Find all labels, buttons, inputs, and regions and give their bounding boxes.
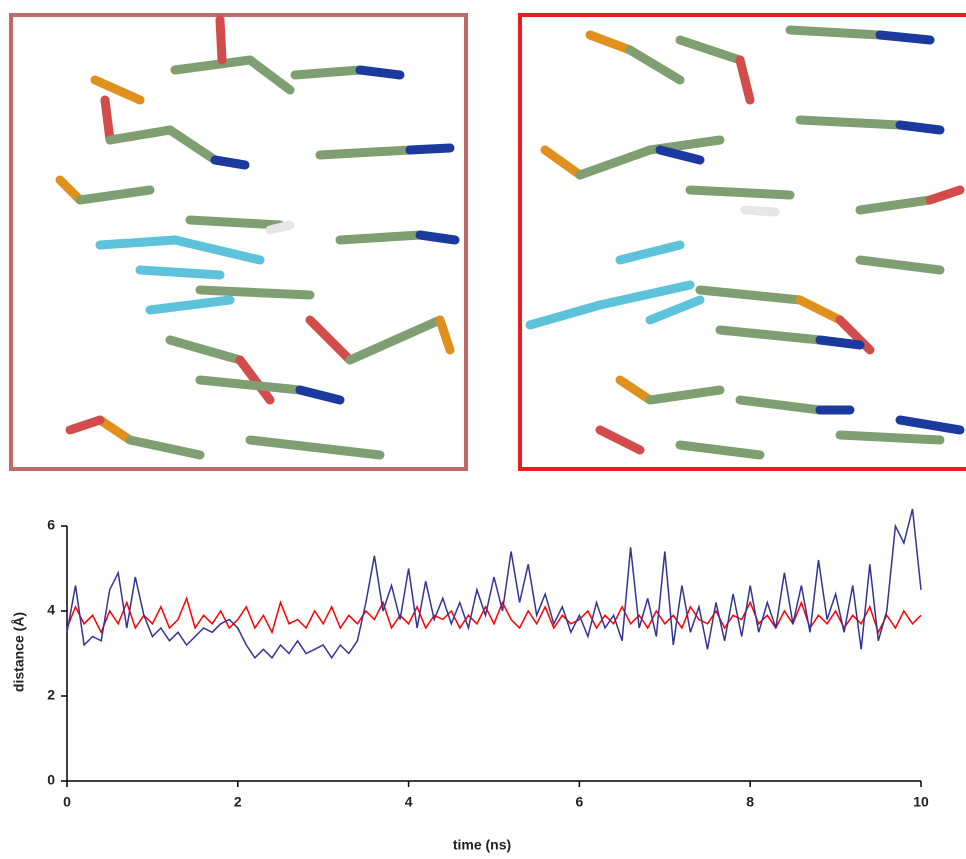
x-axis-title: time (ns) [453, 837, 511, 853]
x-tick-label: 4 [405, 794, 413, 810]
data-line [66, 596, 922, 635]
x-tick-label: 10 [913, 794, 929, 810]
y-axis-title: distance (Å) [11, 612, 27, 692]
y-tick-label: 6 [47, 517, 55, 533]
x-tick-label: 0 [63, 794, 71, 810]
molecule-sticks [55, 15, 460, 460]
y-tick-label: 0 [47, 772, 55, 788]
panel-frame [518, 13, 966, 471]
molecule-panel-left [9, 13, 468, 471]
molecule-sticks [525, 25, 965, 460]
y-tick-label: 2 [47, 687, 55, 703]
x-tick-label: 6 [576, 794, 584, 810]
x-tick-label: 8 [746, 794, 754, 810]
data-line [66, 508, 922, 660]
panel-frame [9, 13, 468, 471]
molecule-panel-right [518, 13, 966, 471]
y-tick-label: 4 [47, 602, 55, 618]
x-tick-label: 2 [234, 794, 242, 810]
